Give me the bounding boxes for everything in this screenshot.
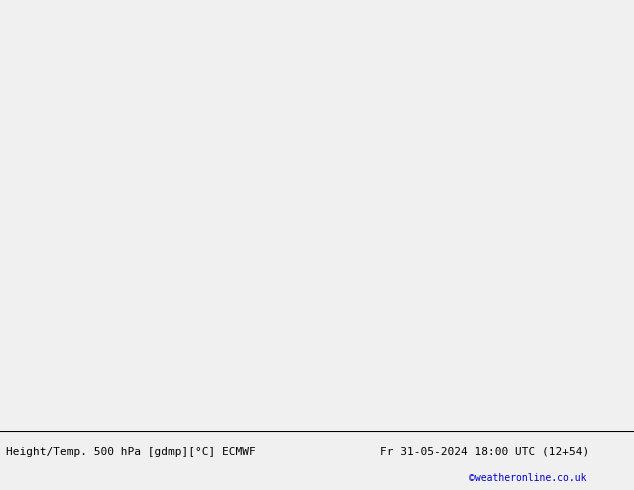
Text: Fr 31-05-2024 18:00 UTC (12+54): Fr 31-05-2024 18:00 UTC (12+54) — [380, 447, 590, 457]
Text: ©weatheronline.co.uk: ©weatheronline.co.uk — [469, 473, 586, 483]
Text: Height/Temp. 500 hPa [gdmp][°C] ECMWF: Height/Temp. 500 hPa [gdmp][°C] ECMWF — [6, 447, 256, 457]
